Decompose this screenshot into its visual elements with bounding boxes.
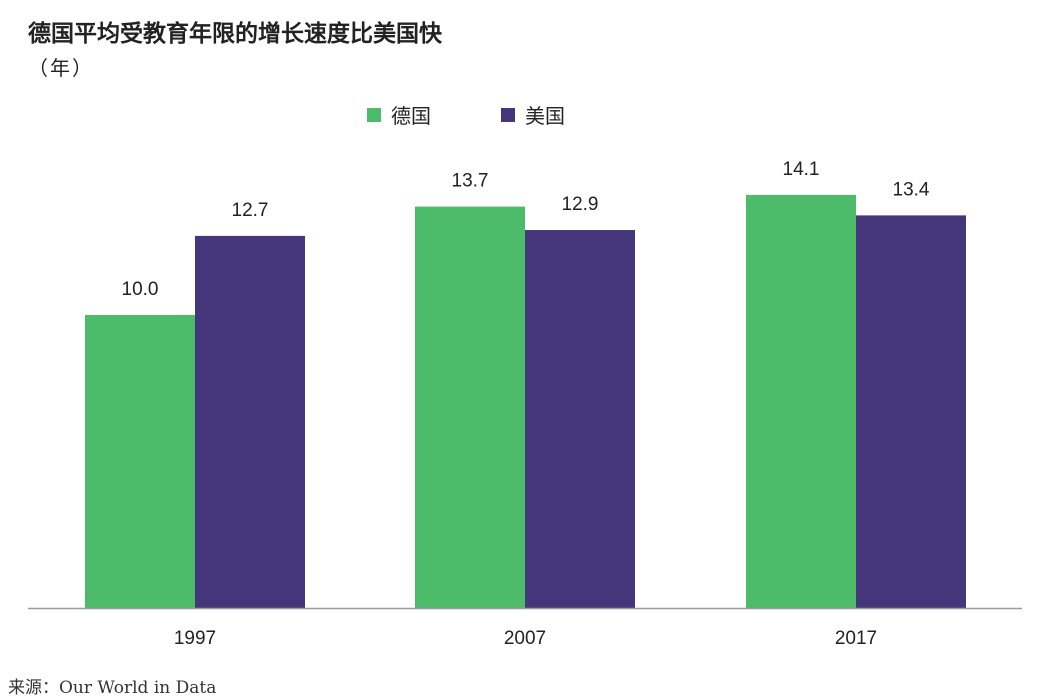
bar-usa-1997 [195, 235, 305, 608]
bar-usa-2017 [856, 215, 966, 608]
legend-swatch-usa [501, 107, 515, 122]
x-tick-label-2007: 2007 [504, 628, 546, 649]
bar-germany-1997 [85, 315, 195, 608]
source-note: 来源：Our World in Data [8, 678, 217, 698]
data-label-usa-2017: 13.4 [893, 179, 930, 200]
legend-swatch-germany [367, 107, 381, 122]
legend: 德国 美国 [367, 100, 635, 129]
data-label-germany-1997: 10.0 [122, 279, 159, 300]
bar-germany-2007 [415, 206, 525, 608]
legend-label-usa: 美国 [525, 104, 565, 128]
data-label-germany-2007: 13.7 [452, 171, 489, 192]
x-tick-label-2017: 2017 [835, 628, 877, 649]
bar-usa-2007 [525, 230, 635, 608]
chart-title: 德国平均受教育年限的增长速度比美国快 [28, 21, 442, 47]
data-label-usa-1997: 12.7 [232, 200, 269, 221]
bar-germany-2017 [746, 194, 856, 608]
unit-label: （年） [28, 56, 94, 80]
x-tick-label-1997: 1997 [174, 628, 216, 649]
data-label-germany-2017: 14.1 [783, 159, 820, 180]
legend-item-usa: 美国 [501, 100, 565, 129]
legend-label-germany: 德国 [391, 104, 431, 128]
legend-item-germany: 德国 [367, 100, 431, 129]
data-label-usa-2007: 12.9 [562, 194, 599, 215]
